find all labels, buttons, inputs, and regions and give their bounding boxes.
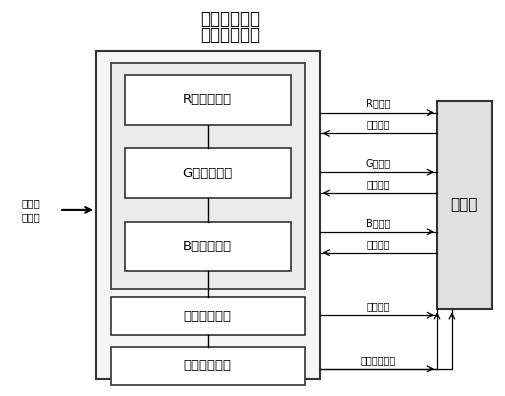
Bar — [436, 101, 491, 309]
Text: R路电源: R路电源 — [365, 99, 390, 109]
Bar — [124, 222, 290, 272]
Text: 反馈信号: 反馈信号 — [366, 239, 389, 249]
Text: 驱动板: 驱动板 — [450, 198, 477, 212]
Bar — [111, 297, 304, 335]
Text: G点灯子模块: G点灯子模块 — [182, 167, 232, 180]
Text: 电源管理模块: 电源管理模块 — [183, 359, 231, 372]
Text: 时序控制: 时序控制 — [366, 301, 389, 311]
Text: B路电源: B路电源 — [366, 218, 390, 228]
Bar — [111, 347, 304, 385]
Text: 数据信息交互: 数据信息交互 — [360, 355, 395, 365]
Text: G路电源: G路电源 — [365, 158, 390, 168]
Text: 前级直: 前级直 — [22, 198, 40, 208]
Bar — [124, 148, 290, 198]
Text: 反馈信号: 反馈信号 — [366, 179, 389, 189]
Text: 大电流变换高: 大电流变换高 — [200, 10, 260, 28]
Text: B点灯子模块: B点灯子模块 — [183, 240, 232, 253]
Text: 瞬态响应电源: 瞬态响应电源 — [200, 26, 260, 44]
Bar — [124, 75, 290, 124]
Text: 反馈信号: 反馈信号 — [366, 120, 389, 129]
Text: 流电源: 流电源 — [22, 212, 40, 222]
Text: R点灯子模块: R点灯子模块 — [183, 93, 232, 106]
Bar — [95, 51, 319, 379]
Bar — [111, 63, 304, 289]
Text: 时序控制模块: 时序控制模块 — [183, 310, 231, 323]
